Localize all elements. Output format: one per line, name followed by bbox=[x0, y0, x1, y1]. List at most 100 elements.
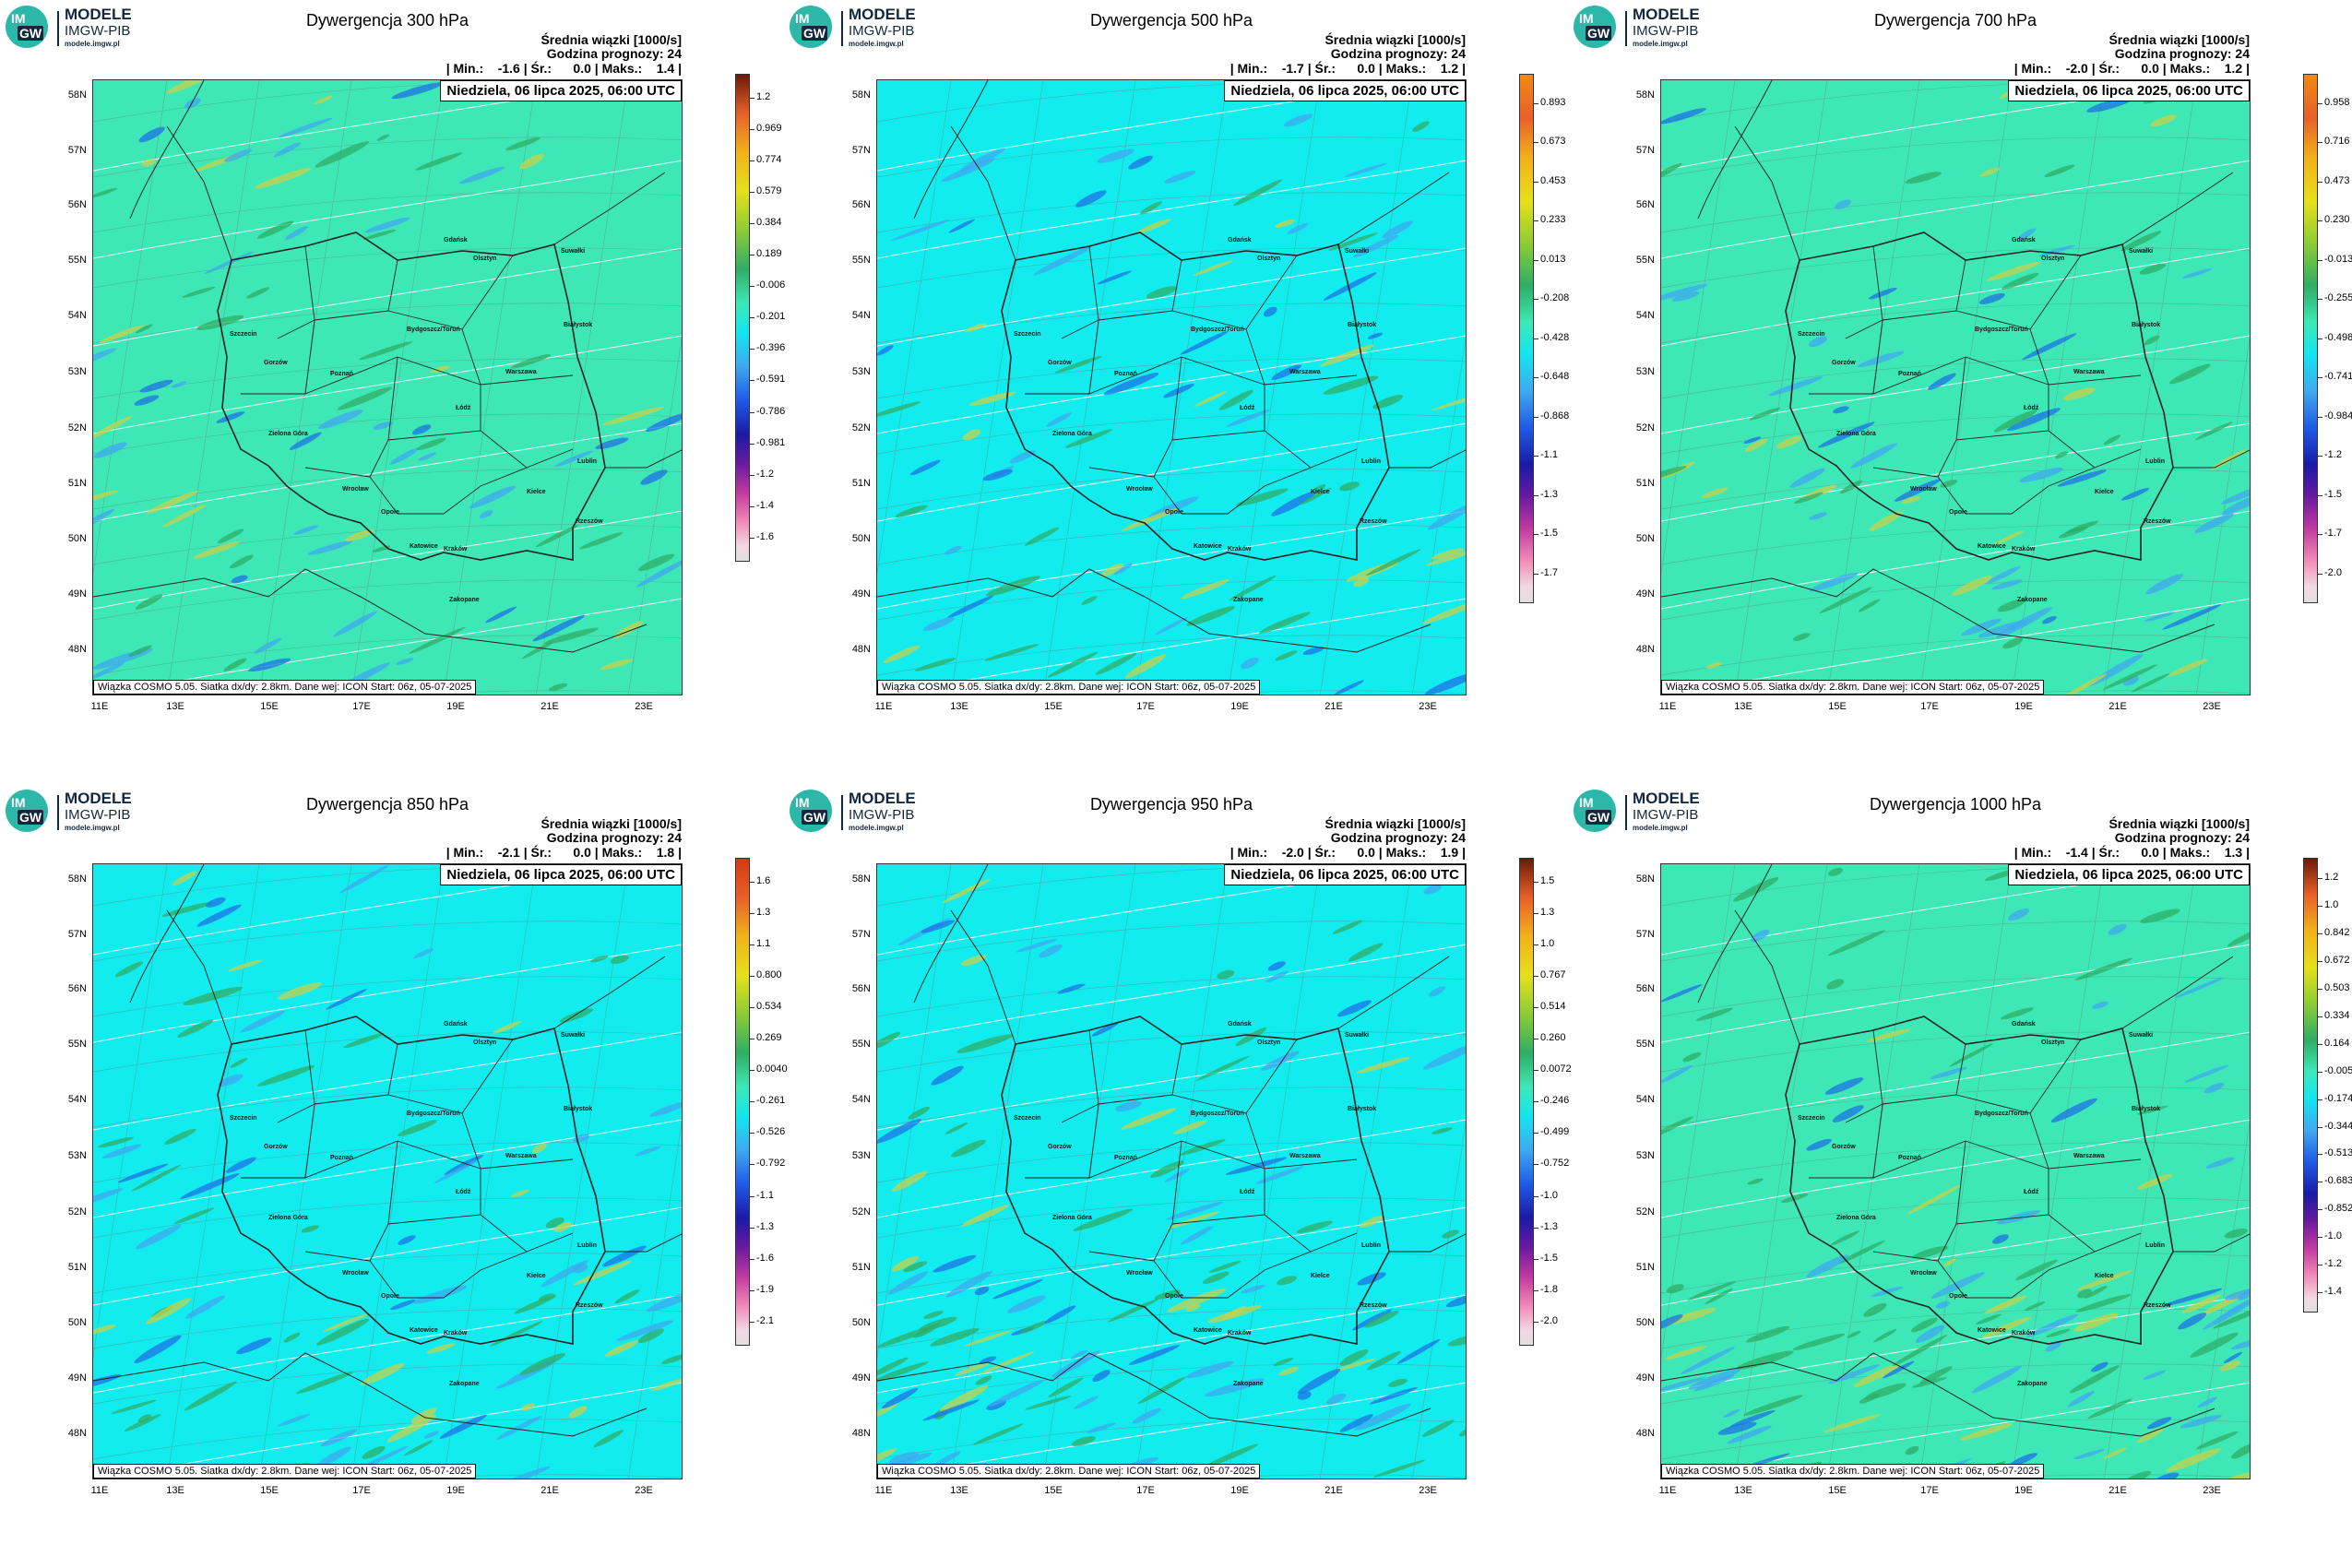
colorbar-tick-mark bbox=[750, 1133, 754, 1134]
imgw-logo[interactable]: IM GW MODELE IMGW-PIB modele.imgw.pl bbox=[790, 6, 937, 50]
colorbar-tick-mark bbox=[750, 944, 754, 945]
convergence-streak bbox=[1705, 1288, 1734, 1305]
divergence-streak bbox=[1132, 1408, 1162, 1424]
model-info-box: Wiązka COSMO 5.05. Siatka dx/dy: 2.8km. … bbox=[877, 1464, 1261, 1479]
divergence-streak bbox=[1325, 1393, 1347, 1405]
convergence-streak bbox=[2169, 363, 2211, 385]
imgw-logo[interactable]: IM GW MODELE IMGW-PIB modele.imgw.pl bbox=[790, 790, 937, 834]
city-label: Olsztyn bbox=[1257, 1039, 1281, 1046]
convergence-streak bbox=[1208, 1260, 1241, 1273]
forecast-hour-label: Godzina prognozy: 24 bbox=[546, 830, 682, 845]
colorbar bbox=[1519, 74, 1534, 603]
city-label: Suwałki bbox=[2129, 1032, 2154, 1039]
divergence-map[interactable]: Gdańsk Olsztyn Suwałki Szczecin Białystok Byd… bbox=[876, 79, 1467, 695]
convergence-streak bbox=[182, 286, 216, 298]
convergence-streak bbox=[965, 1330, 1012, 1347]
convergence-streak bbox=[1794, 492, 1823, 504]
convergence-streak bbox=[1911, 1377, 1948, 1388]
divergence-streak bbox=[389, 447, 420, 465]
divergence-streak bbox=[934, 1451, 961, 1467]
colorbar-tick-label: 1.3 bbox=[1540, 906, 1555, 918]
logo-emblem-text-top: IM bbox=[1579, 11, 1594, 26]
convergence-streak bbox=[2213, 1303, 2250, 1329]
convergence-streak bbox=[1421, 1420, 1455, 1437]
longitude-label: 19E bbox=[2014, 1485, 2033, 1496]
latitude-label: 51N bbox=[67, 478, 87, 489]
city-label: Olsztyn bbox=[473, 1039, 497, 1046]
colorbar-tick-label: -1.1 bbox=[1540, 449, 1558, 461]
divergence-streak bbox=[1671, 291, 1700, 302]
divergence-map[interactable]: Gdańsk Olsztyn Suwałki Szczecin Białystok Byd… bbox=[92, 863, 683, 1479]
city-label: Opole bbox=[1165, 509, 1183, 516]
divergence-streak bbox=[2057, 469, 2107, 487]
map-panel: IM GW MODELE IMGW-PIB modele.imgw.pl Dywergen… bbox=[784, 784, 1572, 1568]
height-contour bbox=[1661, 1206, 2250, 1306]
divergence-streak bbox=[2162, 604, 2221, 630]
divergence-map[interactable]: Gdańsk Olsztyn Suwałki Szczecin Białystok Byd… bbox=[876, 863, 1467, 1479]
map-background bbox=[1661, 864, 2250, 1479]
divergence-map[interactable]: Gdańsk Olsztyn Suwałki Szczecin Białystok Byd… bbox=[1660, 863, 2251, 1479]
convergence-streak bbox=[590, 955, 609, 963]
colorbar-tick-mark bbox=[750, 380, 754, 382]
divergence-streak bbox=[289, 432, 322, 450]
divergence-streak bbox=[307, 540, 353, 555]
city-label: Łódź bbox=[2024, 405, 2039, 411]
divergence-streak bbox=[889, 1451, 919, 1465]
divergence-streak bbox=[485, 606, 517, 624]
graticule-parallel bbox=[1661, 358, 2250, 399]
latitude-label: 51N bbox=[851, 478, 871, 489]
city-label: Łódź bbox=[456, 405, 471, 411]
imgw-logo[interactable]: IM GW MODELE IMGW-PIB modele.imgw.pl bbox=[6, 790, 153, 834]
convergence-streak bbox=[2074, 957, 2133, 980]
divergence-streak bbox=[941, 158, 996, 183]
convergence-streak bbox=[1665, 1346, 1707, 1360]
convergence-streak bbox=[535, 525, 578, 548]
divergence-streak bbox=[315, 1446, 351, 1468]
colorbar-tick-mark bbox=[1534, 1289, 1538, 1291]
city-label: Gorzów bbox=[264, 1144, 288, 1150]
convergence-streak bbox=[99, 325, 144, 344]
divergence-streak bbox=[1033, 246, 1092, 276]
divergence-streak bbox=[922, 1399, 980, 1421]
map-background bbox=[877, 864, 1466, 1479]
convergence-streak bbox=[956, 1034, 1014, 1053]
divergence-streak bbox=[1091, 1022, 1119, 1037]
divergence-map[interactable]: Gdańsk Olsztyn Suwałki Szczecin Białystok Byd… bbox=[92, 79, 683, 695]
neighbour-borders bbox=[93, 80, 682, 653]
graticule-meridian bbox=[1319, 80, 1413, 695]
latitude-label: 56N bbox=[1635, 983, 1655, 994]
divergence-streak bbox=[1339, 1414, 1373, 1432]
convergence-streak bbox=[1024, 1396, 1072, 1410]
divergence-map[interactable]: Gdańsk Olsztyn Suwałki Szczecin Białystok Byd… bbox=[1660, 79, 2251, 695]
logo-emblem: IM GW bbox=[1574, 790, 1616, 832]
height-contour bbox=[1661, 422, 2250, 522]
imgw-logo[interactable]: IM GW MODELE IMGW-PIB modele.imgw.pl bbox=[1574, 6, 1721, 50]
imgw-logo[interactable]: IM GW MODELE IMGW-PIB modele.imgw.pl bbox=[6, 6, 153, 50]
convergence-streak bbox=[162, 504, 207, 528]
city-label: Lublin bbox=[577, 458, 597, 465]
colorbar-tick-mark bbox=[750, 505, 754, 507]
longitude-label: 23E bbox=[2203, 701, 2221, 712]
convergence-streak bbox=[2220, 1360, 2240, 1372]
city-label: Wrocław bbox=[1126, 1270, 1153, 1277]
convergence-streak bbox=[426, 1343, 456, 1354]
divergence-streak bbox=[893, 1452, 932, 1467]
graticule-parallel bbox=[1661, 635, 2250, 676]
convergence-streak bbox=[895, 505, 928, 518]
divergence-streak bbox=[2224, 1288, 2250, 1301]
convergence-streak bbox=[1167, 1289, 1227, 1313]
poland-border bbox=[1785, 232, 2174, 561]
colorbar-tick-label: -0.852 bbox=[2324, 1203, 2352, 1215]
convergence-streak bbox=[1952, 576, 1992, 596]
convergence-streak bbox=[227, 959, 263, 972]
convergence-streak bbox=[538, 1293, 555, 1301]
imgw-logo[interactable]: IM GW MODELE IMGW-PIB modele.imgw.pl bbox=[1574, 790, 1721, 834]
divergence-streak bbox=[532, 614, 586, 642]
model-info-box: Wiązka COSMO 5.05. Siatka dx/dy: 2.8km. … bbox=[877, 680, 1261, 695]
graticule-meridian bbox=[627, 337, 682, 695]
graticule-parallel bbox=[1661, 413, 2250, 455]
latitude-label: 56N bbox=[851, 199, 871, 210]
graticule-parallel bbox=[877, 358, 1466, 399]
convergence-streak bbox=[177, 1019, 214, 1038]
convergence-streak bbox=[301, 1225, 319, 1233]
